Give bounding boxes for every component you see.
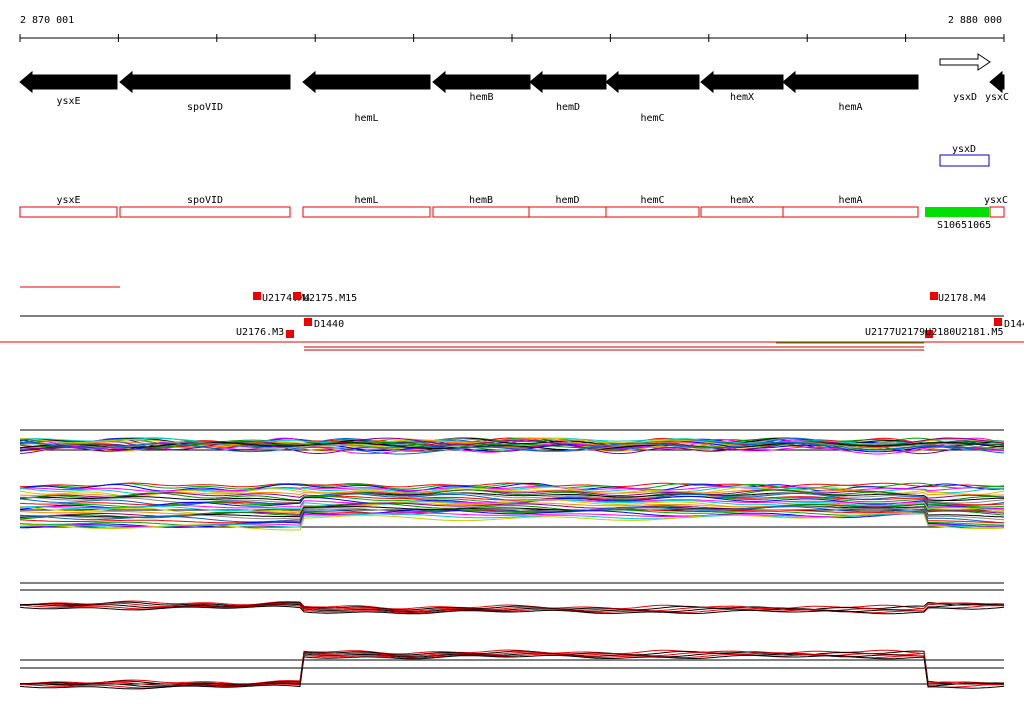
gene-arrow bbox=[700, 70, 784, 94]
gene-arrow bbox=[939, 53, 991, 71]
expression-trace bbox=[19, 489, 1005, 499]
gene-arrow bbox=[119, 70, 291, 94]
cds-box bbox=[528, 206, 607, 218]
expression-trace bbox=[19, 441, 1005, 455]
probe-marker bbox=[304, 318, 312, 326]
probe-label: U2176.M3 bbox=[236, 327, 284, 338]
probe-label: U2177U2179U2180U2181.M5 bbox=[865, 327, 1003, 338]
gene-arrow bbox=[432, 70, 531, 94]
probe-marker bbox=[293, 292, 301, 300]
cds-box bbox=[19, 206, 118, 218]
expression-trace bbox=[19, 499, 1004, 512]
expression-trace bbox=[19, 601, 1005, 611]
gene-label: spoVID bbox=[187, 102, 223, 113]
feature-label: S10651065 bbox=[937, 220, 991, 231]
gene-box bbox=[939, 154, 990, 167]
gene-label: hemX bbox=[730, 92, 754, 103]
probe-marker bbox=[930, 292, 938, 300]
expression-trace bbox=[19, 482, 1005, 490]
probe-label: U2174.M4 bbox=[262, 293, 310, 304]
cds-label: hemL bbox=[354, 195, 378, 206]
cds-label: spoVID bbox=[187, 195, 223, 206]
expression-trace bbox=[19, 651, 1005, 687]
gene-label: hemC bbox=[640, 113, 664, 124]
ruler-end: 2 880 000 bbox=[948, 15, 1002, 26]
expression-trace bbox=[19, 605, 1005, 615]
expression-trace bbox=[19, 441, 1005, 451]
cds-label: hemA bbox=[838, 195, 862, 206]
probe-marker bbox=[286, 330, 294, 338]
gene-box-label: ysxD bbox=[952, 144, 976, 155]
cds-box bbox=[700, 206, 784, 218]
expression-trace bbox=[19, 512, 1005, 531]
gene-label: ysxC bbox=[985, 92, 1009, 103]
gene-label: hemA bbox=[838, 102, 862, 113]
expression-trace bbox=[19, 489, 1005, 502]
cds-label: hemC bbox=[640, 195, 664, 206]
expression-trace bbox=[19, 489, 1005, 497]
probe-label: U2175.M15 bbox=[303, 293, 357, 304]
probe-label: D1440 bbox=[314, 319, 344, 330]
cds-box bbox=[605, 206, 700, 218]
gene-label: hemL bbox=[354, 113, 378, 124]
cds-label: hemX bbox=[730, 195, 754, 206]
cds-box bbox=[989, 206, 1005, 218]
gene-arrow bbox=[989, 70, 1005, 94]
gene-label: hemD bbox=[556, 102, 580, 113]
gene-label: hemB bbox=[469, 92, 493, 103]
expression-trace bbox=[19, 486, 1005, 497]
gene-arrow bbox=[605, 70, 700, 94]
expression-trace bbox=[19, 508, 1005, 524]
hline-group bbox=[20, 429, 1004, 685]
probe-label: D144 bbox=[1004, 319, 1024, 330]
gene-arrow bbox=[302, 70, 431, 94]
cds-label: hemB bbox=[469, 195, 493, 206]
expression-trace bbox=[20, 509, 1004, 529]
gene-arrow bbox=[782, 70, 919, 94]
expression-trace bbox=[19, 602, 1005, 612]
expression-trace bbox=[19, 654, 1005, 690]
cds-box bbox=[302, 206, 431, 218]
ruler-start: 2 870 001 bbox=[20, 15, 74, 26]
expression-trace bbox=[19, 652, 1005, 688]
expression-trace bbox=[19, 650, 1005, 686]
cds-box bbox=[119, 206, 291, 218]
expression-trace bbox=[19, 492, 1004, 501]
cds-box bbox=[432, 206, 530, 218]
probe-label: U2178.M4 bbox=[938, 293, 986, 304]
gene-label: ysxE bbox=[56, 96, 80, 107]
cds-label: ysxE bbox=[56, 195, 80, 206]
probe-marker bbox=[253, 292, 261, 300]
cds-label: hemD bbox=[555, 195, 579, 206]
expression-trace bbox=[19, 441, 1005, 452]
cds-label: ysxC bbox=[984, 195, 1008, 206]
expression-trace bbox=[19, 437, 1005, 451]
gene-arrow bbox=[19, 70, 118, 94]
gene-label: ysxD bbox=[953, 92, 977, 103]
feature-block bbox=[925, 207, 989, 217]
expression-trace bbox=[19, 505, 1005, 521]
cds-box bbox=[782, 206, 919, 218]
gene-arrow bbox=[529, 70, 607, 94]
probe-marker bbox=[925, 330, 933, 338]
probe-marker bbox=[994, 318, 1002, 326]
